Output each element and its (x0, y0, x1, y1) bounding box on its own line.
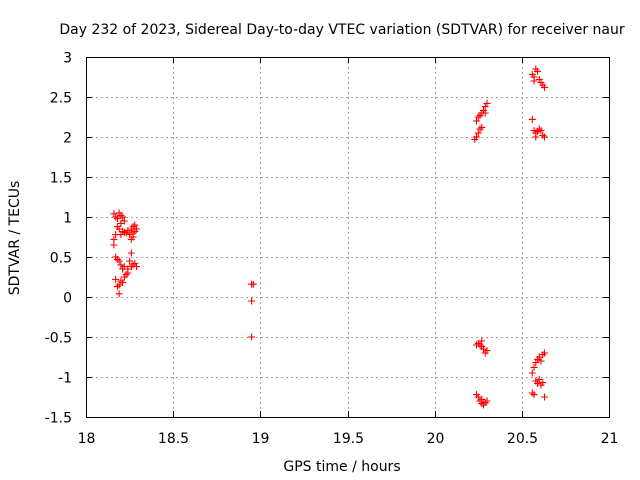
data-point (127, 249, 135, 257)
data-points (110, 65, 548, 409)
data-point (528, 115, 536, 123)
data-point (124, 269, 132, 277)
data-point (113, 255, 121, 263)
data-point (112, 213, 120, 221)
x-tick-label: 18 (78, 431, 96, 447)
data-point (119, 213, 127, 221)
x-tick-label: 19.5 (333, 431, 364, 447)
data-point (478, 395, 486, 403)
data-point (528, 389, 536, 397)
data-point (534, 379, 542, 387)
data-point (476, 125, 484, 133)
data-point (117, 211, 125, 219)
data-point (117, 219, 125, 227)
data-point (530, 391, 538, 399)
data-point (478, 337, 486, 345)
data-point (113, 215, 121, 223)
data-point (124, 227, 132, 235)
data-point (540, 83, 548, 91)
data-point (479, 345, 487, 353)
data-point (473, 117, 481, 125)
data-point (483, 397, 491, 405)
data-point (474, 129, 482, 137)
grid (86, 57, 609, 417)
x-tick-label: 19 (252, 431, 270, 447)
y-tick-label: 2 (63, 131, 72, 147)
data-point (131, 221, 139, 229)
y-axis-label: SDTVAR / TECUs (7, 181, 23, 296)
data-point (476, 341, 484, 349)
data-point (112, 231, 120, 239)
y-tick-label: 1 (63, 211, 72, 227)
data-point (112, 275, 120, 283)
data-point (535, 125, 543, 133)
y-tick-label: 2.5 (50, 91, 72, 107)
data-point (110, 241, 118, 249)
data-point (540, 133, 548, 141)
data-point (474, 113, 482, 121)
data-point (117, 261, 125, 269)
data-point (248, 333, 256, 341)
y-tick-label: 0.5 (50, 251, 72, 267)
x-tick-label: 20 (427, 431, 445, 447)
data-point (540, 349, 548, 357)
data-point (117, 277, 125, 285)
data-point (110, 210, 118, 218)
data-point (131, 259, 139, 267)
data-point (478, 123, 486, 131)
data-point (126, 257, 134, 265)
data-point (540, 393, 548, 401)
data-point (119, 279, 127, 287)
y-tick-label: -1.5 (45, 411, 72, 427)
data-point (115, 257, 123, 265)
data-point (115, 290, 123, 298)
data-point (133, 263, 141, 271)
data-point (127, 235, 135, 243)
data-point (532, 359, 540, 367)
data-point (249, 280, 257, 288)
data-point (129, 261, 137, 269)
y-tick-label: 3 (63, 51, 72, 67)
data-point (528, 369, 536, 377)
data-point (530, 363, 538, 371)
y-tick-label: 0 (63, 291, 72, 307)
y-tick-label: -1 (58, 371, 72, 387)
data-point (534, 67, 542, 75)
x-tick-label: 20.5 (507, 431, 538, 447)
data-point (119, 227, 127, 235)
x-tick-label: 18.5 (158, 431, 189, 447)
y-tick-label: -0.5 (45, 331, 72, 347)
data-point (537, 357, 545, 365)
data-point (530, 77, 538, 85)
data-point (133, 225, 141, 233)
data-point (539, 379, 547, 387)
axis-ticks: 18 18.5 19 19.5 20 20.5 21 -1.5 -1 -0.5 0 0.5 1 1.5 2 2… (45, 51, 619, 448)
data-point (535, 375, 543, 383)
data-point (539, 131, 547, 139)
data-point (483, 347, 491, 355)
data-point (532, 133, 540, 141)
data-point (483, 99, 491, 107)
data-point (481, 109, 489, 117)
data-point (539, 351, 547, 359)
x-tick-label: 21 (601, 431, 619, 447)
chart-title: Day 232 of 2023, Sidereal Day-to-day VTE… (59, 22, 625, 38)
data-point (481, 103, 489, 111)
x-axis-label: GPS time / hours (283, 459, 400, 475)
data-point (113, 283, 121, 291)
data-point (473, 133, 481, 141)
data-point (481, 399, 489, 407)
data-point (120, 273, 128, 281)
y-tick-label: 1.5 (50, 171, 72, 187)
data-point (537, 127, 545, 135)
data-point (535, 75, 543, 83)
data-point (248, 297, 256, 305)
